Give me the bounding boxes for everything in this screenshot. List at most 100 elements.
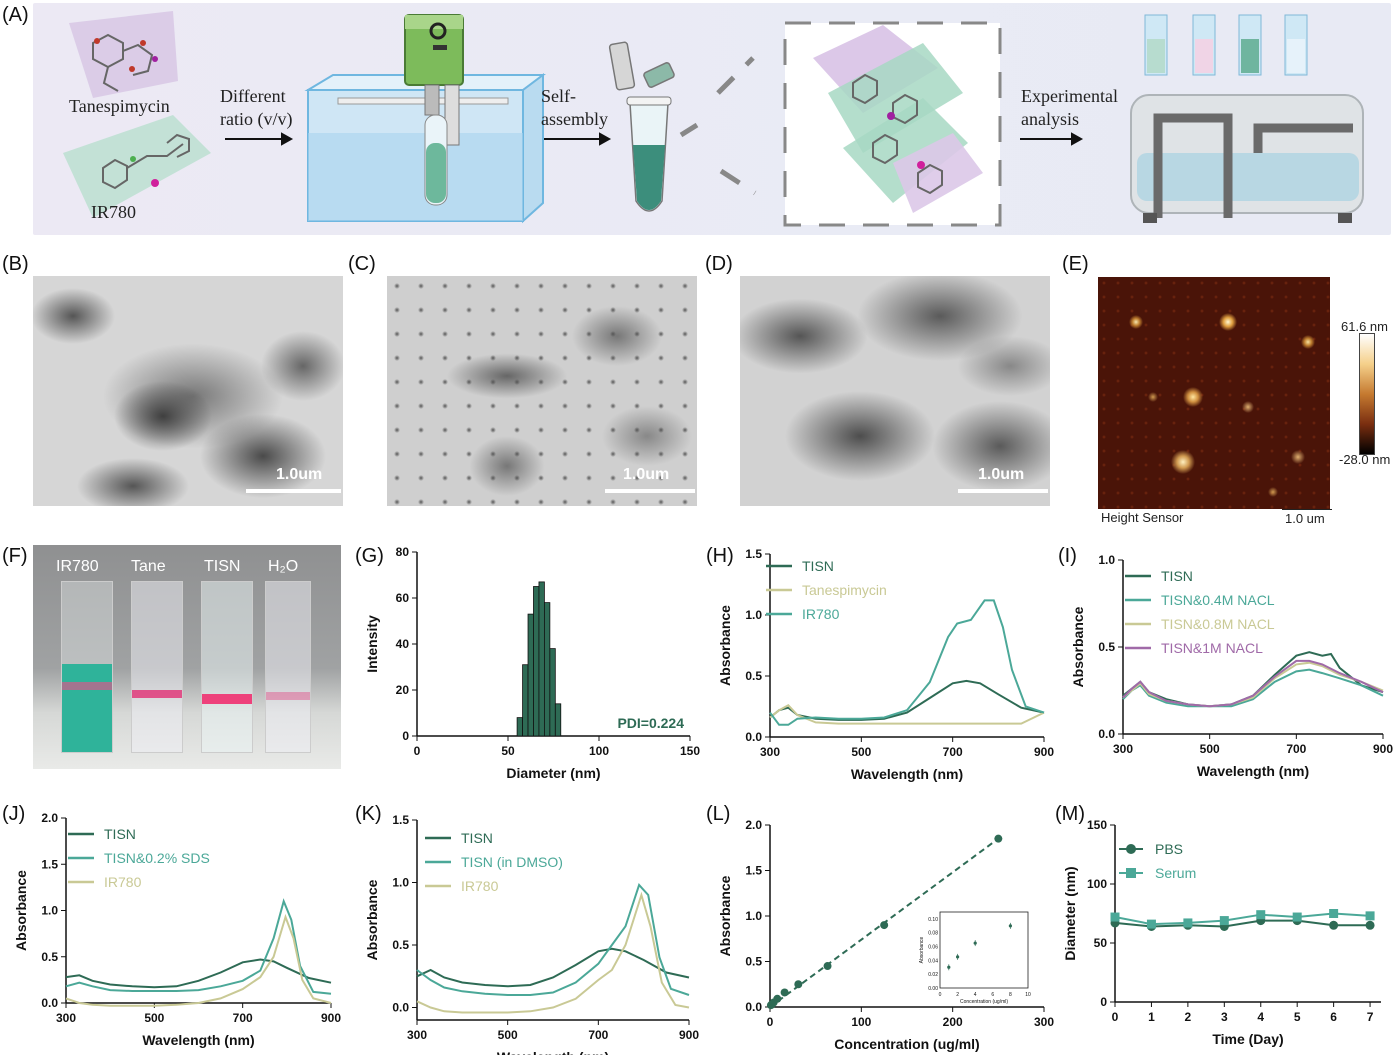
y-axis-label: Absorbance: [717, 605, 733, 686]
scale-label-b: 1.0um: [276, 466, 323, 483]
panel-label-d: (D): [705, 253, 733, 275]
afm-image: [1098, 277, 1330, 509]
data-point: [1365, 920, 1375, 930]
legend-label: TISN: [1161, 568, 1193, 584]
scale-label-c: 1.0um: [623, 466, 670, 483]
x-tick-label: 2: [1185, 1010, 1192, 1024]
inset-frame: [939, 911, 1029, 989]
panel-label-m: (M): [1055, 803, 1085, 825]
inset-y-tick-label: 0.08: [928, 931, 938, 937]
histogram-bar: [543, 602, 551, 737]
afm-scale-bar: [1282, 509, 1332, 510]
x-tick-label: 900: [1034, 745, 1054, 759]
schematic-panel: Tanespimycin IR780 Different ratio (v/v)…: [33, 3, 1391, 235]
photo-label-tane: Tane: [131, 558, 166, 575]
spectrophotometer-icon: [1130, 94, 1364, 223]
y-axis-label: Absorbance: [364, 879, 380, 960]
cuvette-ir780: [61, 581, 113, 753]
cuvette-icons: [1144, 14, 1308, 76]
y-tick-label: 20: [396, 683, 410, 697]
legend-label: TISN&1M NACL: [1161, 640, 1263, 656]
chart-k-dmso: 300 500 700 900 0.0 0.5 1.0 1.5 Wavelength (nm) A…: [364, 813, 699, 1055]
series-line: [65, 913, 332, 1007]
legend-label: TISN: [461, 830, 493, 846]
y-tick-label: 1.0: [745, 909, 762, 923]
x-tick-label: 500: [851, 745, 871, 759]
inset-y-tick-label: 0.04: [928, 958, 938, 964]
legend-label: IR780: [104, 874, 142, 890]
panel-label-g: (G): [355, 545, 384, 567]
y-tick-label: 1.0: [1098, 553, 1115, 567]
y-tick-label: 1.5: [392, 813, 409, 827]
histogram-bar: [527, 613, 534, 737]
y-tick-label: 2.0: [41, 811, 58, 825]
y-tick-label: 0.5: [41, 950, 58, 964]
data-point: [1329, 909, 1339, 918]
legend-label: TISN&0.8M NACL: [1161, 616, 1275, 632]
legend-label: TISN: [104, 826, 136, 842]
y-tick-label: 150: [1087, 818, 1107, 832]
x-axis-label: Concentration (ug/ml): [834, 1036, 979, 1052]
inset-y-tick-label: 0.02: [928, 972, 938, 978]
y-tick-label: 0.0: [392, 1001, 409, 1015]
inset-data-point: [956, 955, 960, 959]
x-tick-label: 700: [1286, 742, 1306, 756]
colorbar-min-label: -28.0 nm: [1339, 452, 1391, 467]
x-axis-label: Wavelength (nm): [1197, 763, 1309, 779]
histogram-bar: [554, 703, 562, 737]
x-tick-label: 7: [1367, 1010, 1374, 1024]
pdi-annotation: PDI=0.224: [617, 715, 684, 731]
pipette-icon: [608, 41, 675, 91]
panel-label-l: (L): [706, 803, 731, 825]
y-tick-label: 0.0: [41, 996, 58, 1010]
step1-line1: Different: [220, 86, 286, 106]
colorbar-max-label: 61.6 nm: [1341, 319, 1388, 334]
x-tick-label: 700: [233, 1011, 253, 1025]
y-axis-label: Absorbance: [717, 875, 733, 956]
panel-label-f: (F): [2, 545, 28, 567]
scale-bar-d: [958, 489, 1048, 493]
panel-label-k: (K): [355, 803, 382, 825]
x-tick-label: 5: [1294, 1010, 1301, 1024]
step3-line2: analysis: [1021, 109, 1079, 129]
data-point: [1329, 920, 1339, 930]
legend-label: Tanespimycin: [802, 582, 887, 598]
x-tick-label: 6: [1330, 1010, 1337, 1024]
water-bath-icon: [304, 73, 546, 224]
ir780-label: IR780: [91, 202, 136, 222]
panel-label-a: (A): [2, 4, 29, 26]
histogram-bar: [538, 581, 545, 737]
chart-j-sds: 300 500 700 900 0.0 0.5 1.0 1.5 2.0 Wavelength (n…: [13, 811, 341, 1048]
legend-label: IR780: [461, 878, 499, 894]
chart-m-stability: 0 1 2 3 4 5 6 7 0 50 100 150 Time (Day) Diameter (nm)…: [1062, 818, 1381, 1047]
legend-label: TISN: [802, 558, 834, 574]
y-tick-label: 0.0: [745, 1000, 762, 1014]
chart-h-absorbance: 300 500 700 900 0.0 0.5 1.0 1.5 Wavelength (nm) A…: [717, 547, 1054, 782]
x-tick-label: 500: [144, 1011, 164, 1025]
data-point: [1110, 912, 1120, 922]
data-point: [780, 988, 789, 997]
photo-label-ir780: IR780: [56, 558, 99, 575]
series-line: [769, 599, 1045, 726]
data-point: [880, 921, 889, 930]
legend-label: TISN&0.2% SDS: [104, 850, 210, 866]
scale-label-d: 1.0um: [978, 466, 1025, 483]
y-tick-label: 0.5: [745, 669, 762, 683]
x-tick-label: 3: [1221, 1010, 1228, 1024]
inset-data-point: [947, 965, 951, 969]
cuvette-tisn: [201, 581, 253, 753]
step3-line1: Experimental: [1021, 86, 1118, 106]
photo-label-h2o: H₂O: [268, 558, 299, 575]
inset-y-tick-label: 0.06: [928, 945, 938, 951]
x-tick-label: 200: [943, 1015, 963, 1029]
tem-image-b: 1.0um: [33, 276, 343, 506]
legend-label: Serum: [1155, 865, 1196, 881]
sonicator-icon: [404, 14, 464, 146]
y-tick-label: 0.0: [1098, 727, 1115, 741]
legend-marker: [1126, 844, 1136, 854]
series-line: [416, 891, 690, 1014]
data-point: [1365, 911, 1375, 921]
series-line: [1122, 659, 1384, 708]
test-tube-icon: [424, 114, 448, 206]
